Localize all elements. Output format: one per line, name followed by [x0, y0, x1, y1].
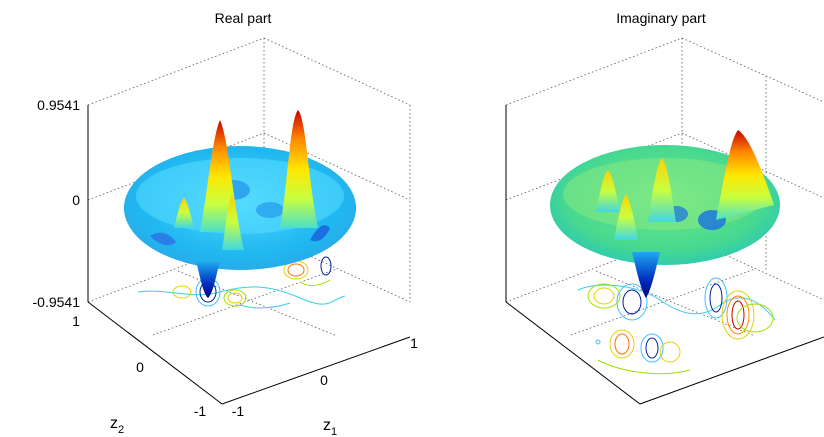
z-tick-label: 0.9541 [37, 97, 80, 113]
axis-label-z2: z2 [110, 415, 124, 436]
z2-tick-label: 1 [72, 313, 80, 329]
z-tick-label: -0.9541 [33, 294, 81, 310]
peak-imaginary-3 [596, 170, 620, 212]
z2-tick-label: 0 [136, 359, 144, 375]
z1-tick-label: -1 [232, 403, 245, 419]
z1-tick-label: 0 [320, 372, 328, 388]
peak-imaginary-1 [716, 130, 774, 220]
trough-real-1 [196, 262, 220, 298]
z1-tick-label: 1 [410, 335, 418, 351]
panel-imaginary: Imaginary part [505, 10, 824, 405]
floor-contours-imaginary [577, 277, 776, 375]
panel-title-imaginary: Imaginary part [616, 10, 706, 26]
surface-imaginary [550, 130, 780, 298]
peak-imaginary-2 [648, 158, 676, 222]
trough-imaginary-1 [632, 252, 660, 298]
peak-real-1 [280, 110, 318, 228]
peak-real-4 [174, 198, 194, 228]
z2-axis-ticks: 1 0 -1 [72, 313, 206, 419]
panel-title-real: Real part [215, 10, 272, 26]
z2-tick-label: -1 [194, 403, 207, 419]
z-axis-ticks-real: 0.9541 0 -0.9541 [33, 97, 81, 310]
z-tick-label: 0 [72, 192, 80, 208]
axes-box-front-imag [505, 105, 824, 405]
panel-real: Real part [33, 10, 419, 437]
z1-axis-ticks: -1 0 1 [232, 335, 418, 419]
peak-real-3 [222, 194, 244, 250]
surface-real [124, 110, 356, 298]
axes-box-front [87, 105, 411, 405]
axis-label-z1: z1 [323, 417, 337, 437]
peak-imaginary-4 [614, 194, 638, 240]
